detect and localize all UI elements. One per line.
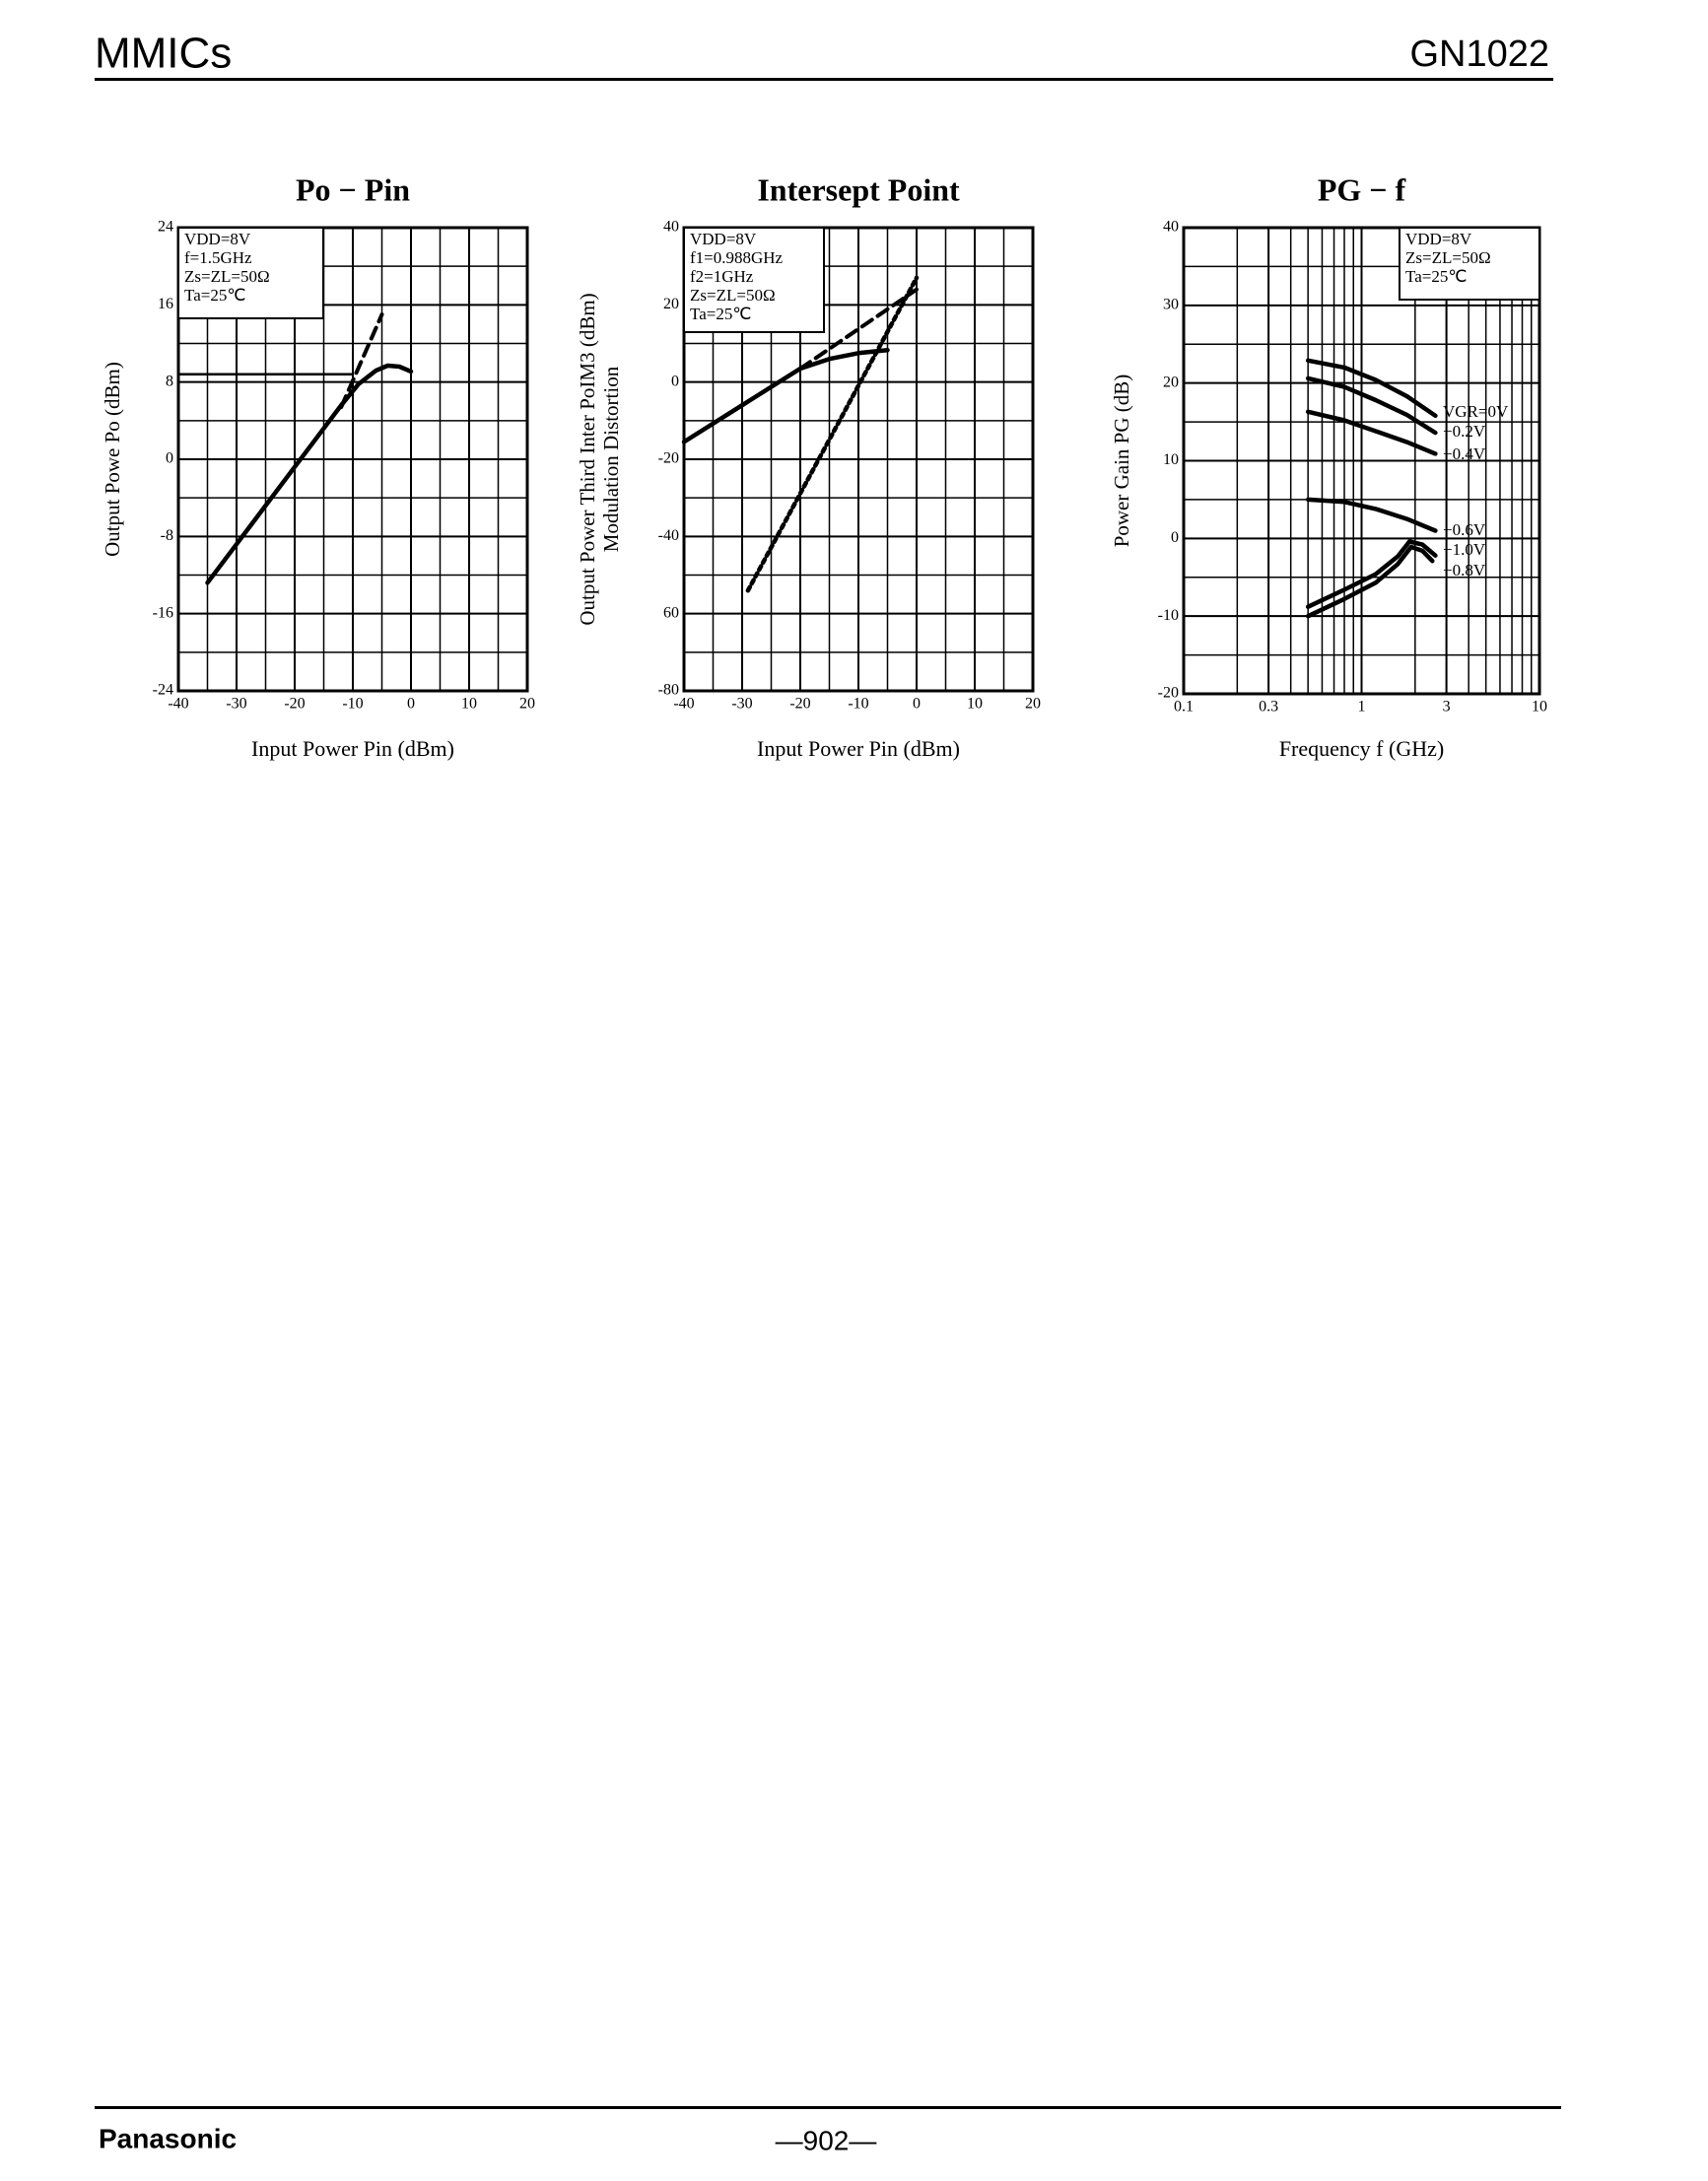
annotation-text: Zs=ZL=50Ω [184, 267, 270, 286]
annotation-text: Ta=25℃ [184, 286, 245, 305]
y-tick-label: -10 [1158, 607, 1179, 624]
x-tick-label: 10 [1532, 699, 1547, 716]
y-tick-label: 40 [1163, 219, 1179, 236]
y-axis-label: Power Gain PG (dB) [1110, 375, 1133, 548]
curve-label: −0.6V [1443, 520, 1486, 539]
y-tick-label: 20 [663, 296, 679, 312]
curve-label: −0.4V [1443, 444, 1486, 463]
y-axis-label: Modulation Distortion [599, 366, 623, 552]
y-tick-label: 60 [663, 604, 679, 621]
annotation-box [177, 227, 324, 319]
x-tick-label: -10 [848, 696, 868, 713]
x-tick-label: 10 [967, 696, 983, 713]
annotation-text: Zs=ZL=50Ω [690, 286, 776, 305]
annotation-text: f2=1GHz [690, 267, 754, 286]
data-line [1305, 409, 1438, 456]
y-tick-label: 16 [158, 296, 173, 312]
x-tick-label: -30 [731, 696, 752, 713]
header-right: GN1022 [1409, 34, 1549, 75]
y-tick-label: -24 [153, 682, 173, 699]
footer-rule [95, 2106, 1561, 2109]
y-tick-label: 0 [671, 373, 679, 389]
annotation-text: Ta=25℃ [1405, 267, 1467, 286]
x-axis-label: Input Power Pin (dBm) [251, 736, 454, 761]
x-tick-label: -30 [226, 696, 246, 713]
y-tick-label: -8 [161, 527, 173, 544]
x-tick-label: 20 [1025, 696, 1041, 713]
x-axis-label: Frequency f (GHz) [1279, 736, 1444, 761]
x-axis-label: Input Power Pin (dBm) [757, 736, 960, 761]
y-tick-label: 30 [1163, 297, 1179, 313]
y-tick-label: -20 [1158, 685, 1179, 702]
annotation-text: f1=0.988GHz [690, 248, 784, 267]
y-tick-label: 20 [1163, 374, 1179, 390]
curve-label: VGR=0V [1443, 402, 1509, 421]
curve-label: −1.0V [1443, 540, 1486, 559]
y-tick-label: 0 [166, 450, 173, 467]
x-tick-label: 1 [1358, 699, 1366, 716]
y-axis-label: Output Power Third Inter PoIM3 (dBm) [576, 293, 599, 625]
footer-brand: Panasonic [99, 2123, 237, 2153]
plot-frame [176, 226, 529, 693]
y-tick-label: 0 [1171, 529, 1179, 546]
annotation-text: VDD=8V [1405, 230, 1472, 248]
x-tick-label: -20 [284, 696, 305, 713]
y-tick-label: 40 [663, 219, 679, 236]
chart-title: Po − Pin [296, 171, 410, 207]
data-line [1305, 544, 1435, 619]
data-line [205, 363, 414, 585]
x-tick-label: 3 [1443, 699, 1451, 716]
data-line [745, 275, 920, 593]
y-tick-label: -40 [658, 527, 679, 544]
annotation-box [1399, 227, 1540, 301]
data-line [1305, 539, 1438, 609]
annotation-box [683, 227, 825, 333]
data-line [1305, 375, 1438, 436]
x-tick-label: -40 [673, 696, 694, 713]
x-tick-label: 0.3 [1259, 699, 1278, 716]
x-tick-label: -20 [789, 696, 810, 713]
x-tick-label: -10 [342, 696, 363, 713]
annotation-text: Zs=ZL=50Ω [1405, 248, 1491, 267]
y-tick-label: -80 [658, 682, 679, 699]
data-line [798, 287, 919, 371]
y-axis-label: Output Powe Po (dBm) [101, 362, 124, 557]
plot-frame [1182, 226, 1541, 696]
data-line [681, 347, 890, 444]
chart: 0.1 0.3 1 3 10 -20 -10 0 10 20 30 40 VDD=8VZs=ZL=50Ω… [1110, 171, 1547, 761]
data-line [1305, 358, 1438, 419]
x-tick-label: -40 [168, 696, 188, 713]
x-tick-label: 20 [519, 696, 535, 713]
chart: -40 -30 -20 -10 0 10 20 -24 -16 -8 0 8 16 24 VDD=8Vf=1… [101, 171, 535, 761]
plot-frame [682, 226, 1035, 693]
data-line [339, 312, 384, 410]
data-line [1305, 497, 1438, 533]
curve-label: −0.8V [1443, 561, 1486, 579]
x-tick-label: 0 [407, 696, 415, 713]
y-tick-label: 24 [158, 219, 173, 236]
x-tick-label: 0.1 [1174, 699, 1194, 716]
y-tick-label: -16 [153, 604, 173, 621]
y-tick-label: -20 [658, 450, 679, 467]
y-tick-label: 10 [1163, 451, 1179, 468]
chart-title: PG − f [1318, 171, 1406, 207]
x-tick-label: 10 [461, 696, 477, 713]
x-tick-label: 0 [913, 696, 921, 713]
annotation-text: VDD=8V [690, 230, 757, 248]
chart: -40 -30 -20 -10 0 10 2040200-20-4060-80VDD=8Vf… [576, 171, 1041, 761]
header-rule [95, 78, 1553, 81]
chart-title: Intersept Point [757, 171, 960, 207]
y-tick-label: 8 [166, 373, 173, 389]
annotation-text: VDD=8V [184, 230, 251, 248]
curve-label: −0.2V [1443, 422, 1486, 441]
annotation-text: Ta=25℃ [690, 305, 751, 323]
header-left: MMICs [95, 30, 232, 78]
footer-page: —902— [776, 2125, 877, 2155]
annotation-text: f=1.5GHz [184, 248, 252, 267]
